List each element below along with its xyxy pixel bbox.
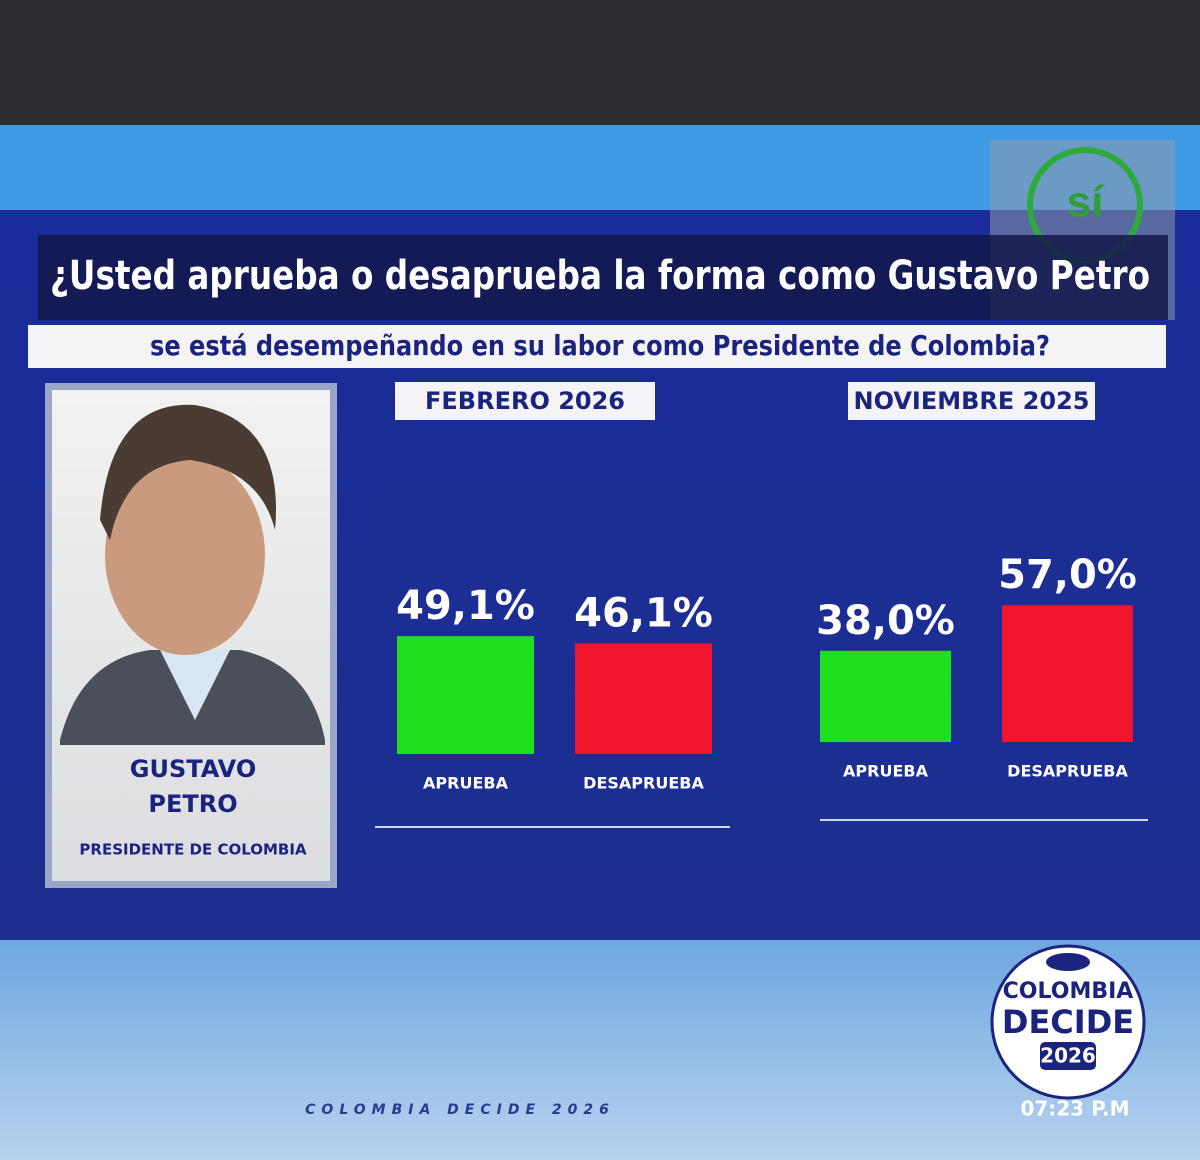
period-title: NOVIEMBRE 2025 [854,387,1090,415]
value-label: 57,0% [998,552,1137,598]
value-label: 38,0% [816,598,955,644]
title-bar [38,235,1168,320]
bar-label: DESAPRUEBA [583,774,704,793]
bar-label: APRUEBA [423,774,509,793]
value-label: 49,1% [396,583,535,629]
profile-name: PETRO [148,790,237,818]
period-box [395,382,655,420]
bar [575,643,712,754]
clock: 07:23 P.M [1020,1097,1129,1121]
subtitle-bar [28,325,1166,368]
brand-text: COLOMBIA [1003,979,1134,1004]
bar-label: APRUEBA [843,762,929,781]
profile-name: GUSTAVO [130,755,256,783]
value-label: 46,1% [574,590,713,636]
title: ¿Usted aprueba o desaprueba la forma com… [50,253,1150,299]
bar [1002,605,1133,742]
charts: FEBRERO 2026 49,1% APRUEBA 46,1% DESAPRUEBA N… [375,382,1148,828]
period-title: FEBRERO 2026 [425,387,625,415]
photo-face [105,455,265,655]
brand-badge [990,944,1146,1100]
logo-text: sí [1067,178,1105,227]
brand-eye [1046,953,1090,971]
photo-shirt [160,650,230,720]
ticker: COLOMBIA DECIDE 2026 [305,1102,615,1118]
profile-role: PRESIDENTE DE COLOMBIA [79,841,307,859]
bar [820,650,951,742]
period-box [848,382,1095,420]
brand-year: 2026 [1040,1044,1096,1068]
brand-year-box [1040,1042,1096,1070]
bar [397,636,534,754]
photo-hair [100,404,276,540]
brand-text: DECIDE [1002,1003,1134,1041]
subtitle: se está desempeñando en su labor como Pr… [150,329,1050,362]
bar-label: DESAPRUEBA [1007,762,1128,781]
